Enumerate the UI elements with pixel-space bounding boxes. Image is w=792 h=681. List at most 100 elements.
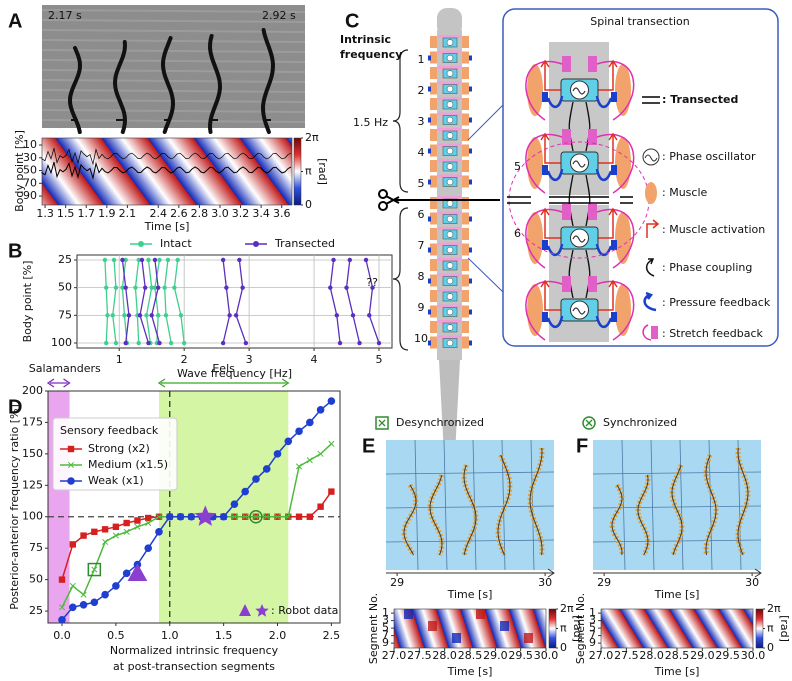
x-tick-label: 1.5	[57, 207, 75, 220]
eel	[207, 34, 223, 134]
frequency-point	[152, 285, 158, 290]
marker	[296, 463, 303, 470]
muscle-block	[462, 82, 469, 95]
oscillator	[570, 228, 589, 248]
frequency-point	[376, 340, 382, 346]
x-tick-label: 29	[390, 576, 404, 589]
muscle-block	[430, 175, 437, 188]
frame-texture	[41, 89, 306, 93]
water-grid	[472, 439, 477, 571]
y-tick-label: 5	[589, 621, 596, 634]
y-tick-label: 1	[382, 606, 389, 619]
phase-defect	[452, 633, 461, 643]
colorbar-label: [rad]	[571, 615, 584, 642]
colorbar-tick-label: π	[560, 622, 567, 635]
frequency-point	[224, 285, 229, 290]
muscle-block	[430, 51, 437, 64]
colorbar	[755, 608, 764, 649]
pressure-sensor	[428, 216, 431, 222]
oscillator	[570, 80, 589, 100]
y-tick-label: 150	[22, 447, 43, 460]
frequency-line	[104, 259, 109, 344]
marker	[252, 513, 260, 520]
water-grid	[708, 439, 713, 571]
marker	[155, 528, 163, 536]
title-icon	[585, 419, 593, 427]
marker	[306, 513, 314, 520]
robot-spine	[637, 474, 649, 556]
robot-spine	[737, 447, 749, 556]
x-tick-label: 0.5	[107, 629, 125, 642]
legend-marker	[253, 241, 259, 247]
marker	[317, 503, 324, 510]
oscillator	[446, 132, 454, 139]
x-tick-label: 2.8	[191, 207, 209, 220]
marker	[285, 513, 292, 520]
scissors	[385, 195, 400, 205]
pressure-sensor	[542, 312, 548, 322]
legend-icon	[644, 154, 658, 162]
muscle-block	[462, 321, 469, 333]
frequency-point	[122, 313, 127, 318]
marker	[262, 465, 271, 473]
colorbar-tick-label: 2π	[767, 602, 781, 615]
box-title: Spinal transection	[590, 15, 689, 28]
marker	[295, 513, 303, 520]
y-tick-label: 9	[589, 636, 596, 649]
frequency-point	[357, 340, 362, 346]
legend-label: : Muscle	[662, 186, 708, 199]
colorbar-label: [rad]	[316, 158, 329, 185]
stretch-feedback	[596, 281, 635, 341]
legend-marker	[67, 445, 75, 453]
legend-title: Sensory feedback	[60, 424, 159, 437]
legend-icon	[642, 96, 660, 104]
stretch-feedback	[525, 61, 563, 121]
panel-letter: E	[362, 435, 375, 457]
marker	[87, 562, 102, 577]
x-tick-label: 27.5	[407, 649, 432, 662]
oscillator	[446, 39, 454, 46]
x-tick-label: 2.4	[150, 207, 168, 220]
y-tick-label: 50	[58, 281, 72, 294]
muscle-activation	[597, 59, 618, 91]
frequency-point	[344, 285, 349, 290]
colorbar-tick-label: 2π	[305, 131, 319, 144]
colorbar	[548, 608, 557, 649]
legend-marker	[67, 461, 75, 469]
frequency-point	[149, 313, 154, 318]
frequency-point	[144, 313, 149, 318]
x-tick-label: 0.0	[53, 629, 71, 642]
oscillator	[446, 116, 454, 124]
marker	[230, 500, 239, 508]
frequency-point	[220, 257, 226, 263]
frequency-point	[105, 313, 110, 318]
x-tick-label: 3	[246, 353, 253, 366]
muscle-block	[430, 129, 437, 141]
muscle-block	[430, 197, 437, 209]
marker	[68, 603, 77, 612]
frequency-line	[235, 259, 247, 344]
frequency-point	[240, 285, 245, 290]
frequency-point	[347, 257, 352, 263]
y-tick-label: 175	[22, 415, 43, 428]
marker	[123, 528, 130, 535]
body-head	[437, 8, 462, 36]
oscillator	[570, 300, 589, 320]
frame-texture	[41, 39, 306, 43]
y-tick-label: 70	[23, 176, 37, 189]
frequency-point	[102, 257, 108, 263]
y-tick-label: 3	[589, 614, 596, 627]
frequency-point	[181, 340, 187, 346]
scissors	[378, 201, 388, 211]
frequency-point	[142, 285, 148, 290]
y-axis-label: Segment No.	[367, 593, 380, 664]
segment-number: 2	[418, 84, 425, 97]
muscle-activation	[540, 207, 562, 239]
marker	[219, 512, 228, 521]
frequency-line	[222, 259, 231, 344]
stretch-feedback	[596, 134, 635, 194]
y-tick-label: 50	[29, 573, 43, 586]
stretch-stripe	[438, 196, 461, 199]
segment-number: 1	[418, 53, 425, 66]
time-stamp: 2.17 s	[48, 9, 82, 22]
